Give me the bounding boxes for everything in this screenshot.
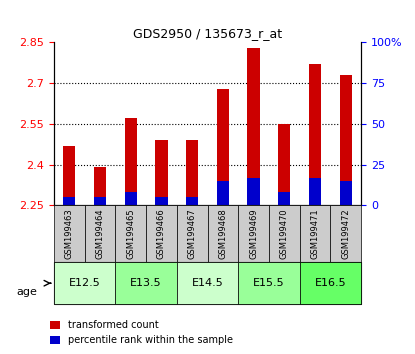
Text: GSM199471: GSM199471 [310, 208, 320, 259]
Bar [63, 145, 76, 205]
Text: GSM199463: GSM199463 [65, 208, 74, 259]
Bar [309, 178, 321, 205]
FancyBboxPatch shape [85, 205, 115, 262]
FancyBboxPatch shape [115, 205, 146, 262]
FancyBboxPatch shape [208, 205, 238, 262]
Text: GSM199472: GSM199472 [341, 208, 350, 259]
Bar [94, 167, 106, 205]
Bar [155, 140, 168, 205]
FancyBboxPatch shape [238, 262, 300, 304]
Bar [217, 181, 229, 205]
Title: GDS2950 / 135673_r_at: GDS2950 / 135673_r_at [133, 27, 282, 40]
Bar [63, 197, 76, 205]
Text: E14.5: E14.5 [192, 278, 223, 288]
Text: GSM199467: GSM199467 [188, 208, 197, 259]
Bar [186, 197, 198, 205]
FancyBboxPatch shape [54, 205, 85, 262]
FancyBboxPatch shape [269, 205, 300, 262]
FancyBboxPatch shape [115, 262, 177, 304]
Bar [339, 181, 352, 205]
Bar [124, 192, 137, 205]
Text: E15.5: E15.5 [253, 278, 285, 288]
FancyBboxPatch shape [238, 205, 269, 262]
Bar [309, 64, 321, 205]
FancyBboxPatch shape [54, 262, 115, 304]
Bar [186, 140, 198, 205]
FancyBboxPatch shape [177, 205, 208, 262]
Text: GSM199465: GSM199465 [126, 208, 135, 259]
Text: E13.5: E13.5 [130, 278, 162, 288]
Bar [278, 124, 290, 205]
Text: GSM199470: GSM199470 [280, 208, 289, 259]
FancyBboxPatch shape [300, 205, 330, 262]
Bar [247, 48, 260, 205]
Bar [217, 88, 229, 205]
Bar [278, 192, 290, 205]
FancyBboxPatch shape [146, 205, 177, 262]
Text: GSM199466: GSM199466 [157, 208, 166, 259]
Text: E16.5: E16.5 [315, 278, 346, 288]
Text: GSM199468: GSM199468 [218, 208, 227, 259]
Legend: transformed count, percentile rank within the sample: transformed count, percentile rank withi… [46, 316, 237, 349]
Text: GSM199469: GSM199469 [249, 208, 258, 259]
Bar [155, 197, 168, 205]
Text: E12.5: E12.5 [69, 278, 100, 288]
Text: age: age [17, 287, 37, 297]
Bar [339, 75, 352, 205]
FancyBboxPatch shape [177, 262, 238, 304]
Bar [124, 119, 137, 205]
Bar [247, 178, 260, 205]
FancyBboxPatch shape [330, 205, 361, 262]
Text: GSM199464: GSM199464 [95, 208, 105, 259]
FancyBboxPatch shape [300, 262, 361, 304]
Bar [94, 197, 106, 205]
